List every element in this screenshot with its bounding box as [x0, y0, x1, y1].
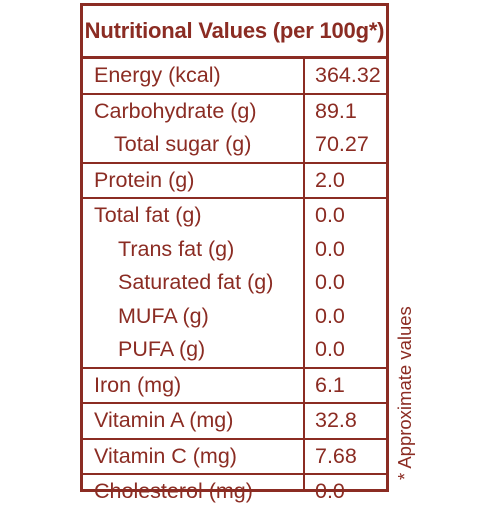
row-group-fat: Total fat (g) 0.0 Trans fat (g) 0.0 Satu… [83, 199, 386, 369]
nutrient-value: 0.0 [315, 203, 345, 227]
nutrient-value: 0.0 [315, 479, 345, 503]
table-row: PUFA (g) 0.0 [83, 333, 386, 367]
table-row: Protein (g) 2.0 [83, 164, 386, 198]
nutrient-sublabel: Saturated fat (g) [118, 270, 274, 294]
nutrient-sublabel: MUFA (g) [118, 303, 209, 328]
nutrient-value: 2.0 [315, 167, 345, 192]
nutrient-label: Energy (kcal) [94, 63, 221, 87]
nutrient-value: 0.0 [315, 337, 345, 361]
table-row: MUFA (g) 0.0 [83, 300, 386, 334]
nutrient-value: 0.0 [315, 303, 345, 328]
nutrient-sublabel: PUFA (g) [118, 337, 206, 361]
nutrient-value: 32.8 [315, 408, 357, 432]
nutrient-value: 7.68 [315, 443, 357, 468]
table-row: Iron (mg) 6.1 [83, 369, 386, 403]
nutrient-label: Carbohydrate (g) [94, 98, 257, 123]
row-group-vitamin-a: Vitamin A (mg) 32.8 [83, 404, 386, 440]
nutrient-sublabel: Total sugar (g) [114, 132, 252, 156]
nutrient-label: Vitamin A (mg) [94, 408, 234, 432]
table-row: Total fat (g) 0.0 [83, 199, 386, 233]
nutrient-value: 364.32 [315, 63, 381, 87]
table-row: Trans fat (g) 0.0 [83, 233, 386, 267]
table-row: Total sugar (g) 70.27 [83, 128, 386, 162]
approximate-values-footnote: * Approximate values [394, 306, 415, 480]
nutrient-value: 6.1 [315, 372, 345, 397]
nutrient-label: Protein (g) [94, 167, 195, 192]
nutrition-table: Nutritional Values (per 100g*) Energy (k… [80, 3, 389, 503]
nutrient-label: Vitamin C (mg) [94, 443, 237, 468]
table-row: Carbohydrate (g) 89.1 [83, 95, 386, 129]
nutrient-label: Cholesterol (mg) [94, 479, 253, 503]
table-body: Energy (kcal) 364.32 Carbohydrate (g) 89… [83, 59, 386, 509]
nutrient-value: 0.0 [315, 270, 345, 294]
nutrient-value: 0.0 [315, 236, 345, 261]
nutrient-value: 89.1 [315, 98, 357, 123]
row-group-cholesterol: Cholesterol (mg) 0.0 [83, 475, 386, 509]
table-row: Saturated fat (g) 0.0 [83, 266, 386, 300]
row-group-carbohydrate: Carbohydrate (g) 89.1 Total sugar (g) 70… [83, 95, 386, 164]
table-row: Energy (kcal) 364.32 [83, 59, 386, 93]
table-row: Vitamin A (mg) 32.8 [83, 404, 386, 438]
nutrient-value: 70.27 [315, 132, 369, 156]
row-group-iron: Iron (mg) 6.1 [83, 369, 386, 404]
row-group-energy: Energy (kcal) 364.32 [83, 59, 386, 95]
table-row: Vitamin C (mg) 7.68 [83, 440, 386, 474]
table-row: Cholesterol (mg) 0.0 [83, 475, 386, 509]
nutrient-sublabel: Trans fat (g) [118, 236, 235, 261]
row-group-vitamin-c: Vitamin C (mg) 7.68 [83, 440, 386, 475]
nutrient-label: Total fat (g) [94, 203, 202, 227]
table-title: Nutritional Values (per 100g*) [83, 6, 386, 59]
row-group-protein: Protein (g) 2.0 [83, 164, 386, 199]
column-divider [303, 59, 305, 489]
nutrient-label: Iron (mg) [94, 372, 182, 397]
